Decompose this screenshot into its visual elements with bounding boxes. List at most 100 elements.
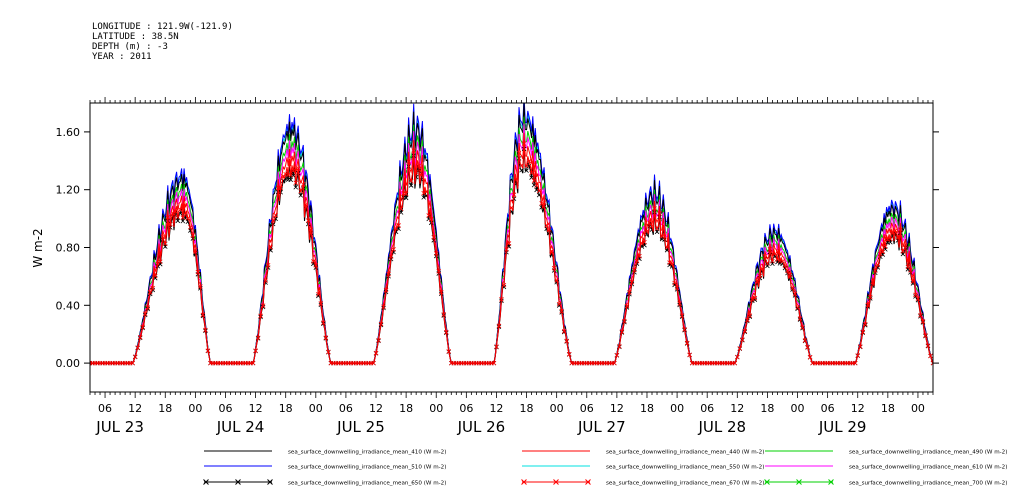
- series-marker: [531, 178, 537, 183]
- series-marker: [800, 325, 805, 330]
- series-marker: [857, 344, 863, 349]
- series-marker: [273, 212, 278, 218]
- series-marker: [200, 312, 206, 318]
- series-marker: [561, 329, 567, 334]
- series-marker: [178, 207, 183, 212]
- legend-label: sea_surface_downwelling_irradiance_mean_…: [606, 481, 764, 487]
- series-marker: [373, 350, 379, 356]
- y-tick-label: 0.40: [56, 299, 81, 312]
- legend-label: sea_surface_downwelling_irradiance_mean_…: [288, 450, 446, 456]
- series-marker: [326, 349, 331, 355]
- series-marker: [519, 167, 524, 173]
- series-marker: [792, 291, 798, 297]
- x-tick-label: 06: [218, 402, 232, 415]
- series-marker: [426, 213, 431, 218]
- series-marker: [895, 235, 901, 240]
- series-marker: [632, 267, 637, 273]
- series-marker: [433, 251, 439, 256]
- series-marker: [556, 301, 562, 307]
- series-marker: [406, 159, 411, 164]
- series-marker: [544, 223, 549, 228]
- series-marker: [137, 334, 143, 340]
- series-marker: [521, 141, 527, 146]
- series-marker: [258, 313, 263, 319]
- series-marker: [386, 271, 391, 277]
- series-2: [90, 116, 933, 364]
- series-marker: [165, 215, 171, 220]
- series-marker: [920, 319, 926, 324]
- series-marker: [300, 181, 306, 187]
- x-tick-label: 18: [640, 402, 654, 415]
- x-tick-label: 00: [670, 402, 684, 415]
- series-marker: [742, 328, 748, 334]
- legend-marker: [585, 479, 591, 485]
- series-marker: [147, 289, 153, 295]
- series-marker: [765, 261, 770, 266]
- legend: sea_surface_downwelling_irradiance_mean_…: [203, 450, 1009, 487]
- legend-marker: [267, 479, 273, 485]
- series-marker: [755, 278, 760, 284]
- series-line: [90, 132, 933, 364]
- series-marker: [852, 360, 858, 366]
- legend-marker: [764, 479, 770, 485]
- series-marker: [637, 253, 642, 259]
- series-marker: [629, 279, 635, 285]
- series-marker: [903, 242, 908, 248]
- series-marker: [905, 264, 911, 270]
- series-marker: [421, 190, 426, 196]
- series-marker: [760, 266, 765, 272]
- x-tick-label: 06: [339, 402, 353, 415]
- series-marker: [649, 223, 655, 229]
- series-marker: [757, 273, 763, 279]
- legend-label: sea_surface_downwelling_irradiance_mean_…: [606, 450, 764, 456]
- series-marker: [682, 327, 687, 332]
- series-marker: [268, 245, 273, 250]
- series-marker: [752, 295, 758, 301]
- series-marker: [893, 228, 898, 233]
- day-label: JUL 25: [336, 418, 385, 436]
- legend-entry: sea_surface_downwelling_irradiance_mean_…: [765, 465, 1007, 471]
- series-marker: [321, 320, 326, 326]
- series-marker: [496, 323, 502, 329]
- series-marker: [923, 333, 928, 338]
- series-line: [90, 148, 933, 364]
- series-marker: [371, 360, 376, 366]
- series-marker: [416, 163, 421, 169]
- series-marker: [888, 236, 893, 242]
- series-marker: [622, 318, 627, 324]
- series-marker: [188, 224, 193, 230]
- series-marker: [293, 180, 299, 186]
- series-marker: [250, 360, 256, 366]
- legend-marker: [203, 479, 209, 485]
- series-marker: [132, 354, 138, 360]
- series-marker: [280, 173, 286, 179]
- series-marker: [534, 187, 539, 193]
- series-marker: [288, 172, 293, 178]
- legend-marker: [553, 479, 559, 485]
- series-marker: [142, 311, 148, 317]
- series-marker: [298, 188, 304, 194]
- series-marker: [288, 177, 293, 183]
- x-tick-label: 06: [580, 402, 594, 415]
- day-label: JUL 29: [818, 418, 867, 436]
- series-marker: [524, 168, 529, 173]
- x-axis: 06 12 18 00 06 12 18 00 06 12 18 00 06 12 18 00 06 12 18 00…: [95, 402, 925, 436]
- series-marker: [762, 254, 768, 259]
- x-tick-label: 06: [821, 402, 835, 415]
- y-tick-label: 1.60: [56, 126, 81, 139]
- series-marker: [185, 215, 191, 221]
- year-text: YEAR : 2011: [92, 52, 152, 62]
- legend-entry: sea_surface_downwelling_irradiance_mean_…: [204, 450, 446, 456]
- series-marker: [908, 267, 913, 273]
- series-marker: [862, 321, 868, 327]
- x-tick-label: 12: [610, 402, 624, 415]
- series-marker: [654, 229, 660, 235]
- series-marker: [303, 202, 309, 207]
- series-marker: [536, 188, 542, 194]
- series-marker: [918, 312, 923, 318]
- series-marker: [880, 249, 886, 255]
- series-marker: [311, 259, 316, 264]
- series-3: [90, 103, 933, 364]
- series-layer: [90, 103, 933, 366]
- series-marker: [657, 211, 662, 216]
